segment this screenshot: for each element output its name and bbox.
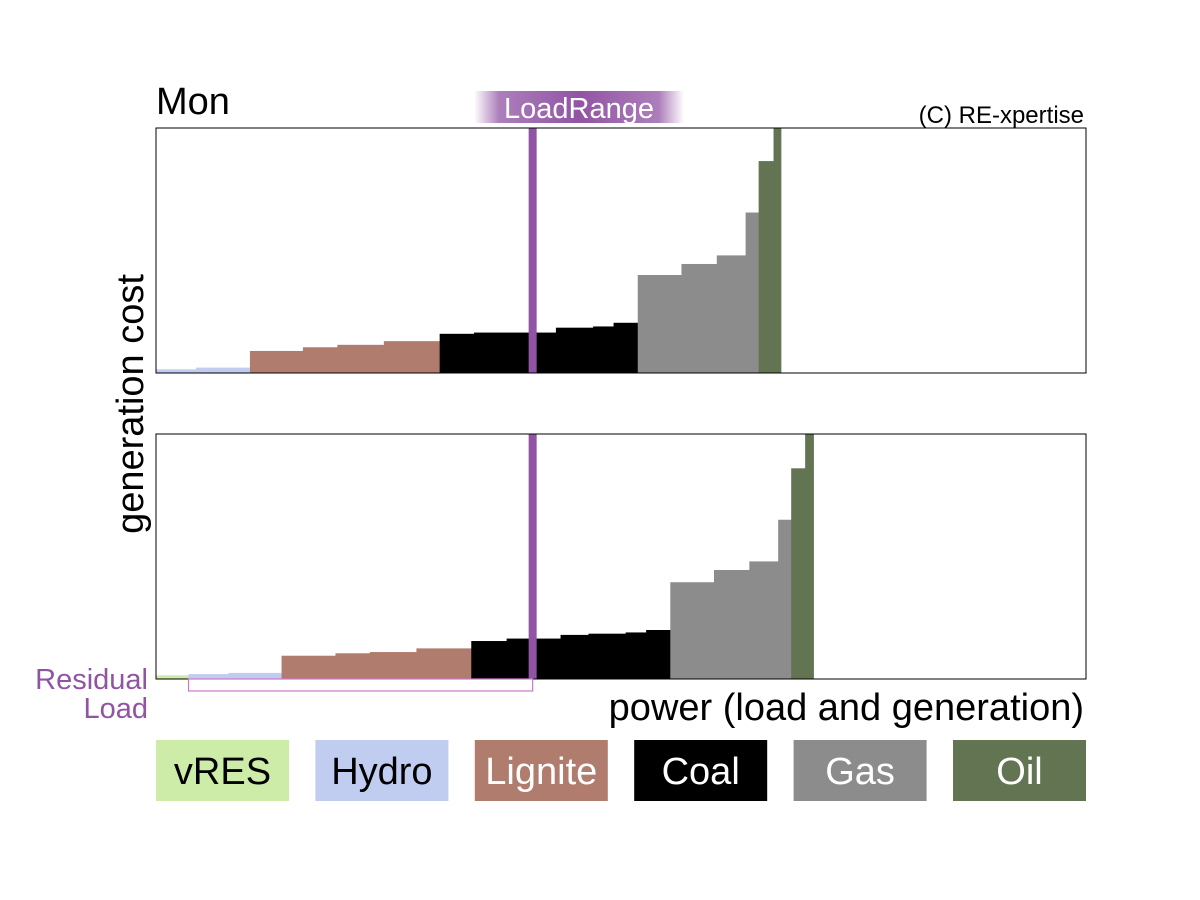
bottom-bar-vres-0 [156, 675, 189, 679]
bottom-bar-gas-15 [749, 561, 779, 679]
bottom-load-marker [528, 434, 537, 679]
top-bar-lignite-4 [337, 344, 385, 373]
legend-label-hydro: Hydro [331, 751, 432, 793]
top-bar-gas-14 [716, 255, 747, 373]
legend-swatch-oil [953, 740, 1086, 801]
copyright-text: (C) RE-xpertise [919, 102, 1084, 129]
legend-label-vres: vRES [174, 751, 271, 793]
bottom-bar-lignite-3 [281, 655, 336, 679]
top-bar-oil-17 [773, 128, 782, 373]
residual-load-range [187, 678, 534, 692]
residual-label-line2: Load [83, 693, 148, 725]
legend-label-coal: Coal [662, 751, 740, 793]
bottom-bar-coal-9 [560, 634, 589, 679]
bottom-bar-hydro-1 [188, 674, 229, 679]
top-merit-order-plot [155, 127, 1087, 374]
top-bar-hydro-0 [156, 369, 197, 373]
bottom-bar-hydro-2 [228, 672, 282, 679]
top-plot-frame [155, 127, 1087, 374]
top-bar-lignite-3 [302, 347, 338, 373]
bottom-bar-oil-18 [805, 434, 814, 679]
bottom-bar-lignite-5 [369, 652, 417, 679]
legend-label-lignite: Lignite [485, 751, 597, 793]
legend-swatch-hydro [315, 740, 449, 801]
bottom-bar-coal-11 [625, 632, 647, 679]
legend-swatch-lignite [474, 740, 608, 801]
residual-label-line1: Residual [35, 664, 148, 696]
top-bar-coal-11 [613, 322, 639, 373]
top-bar-coal-6 [439, 333, 475, 373]
top-bar-lignite-5 [383, 341, 441, 373]
legend-label-oil: Oil [996, 751, 1042, 793]
bottom-bar-coal-12 [646, 630, 671, 679]
bottom-bar-lignite-6 [416, 648, 472, 679]
top-bar-lignite-2 [249, 350, 304, 373]
bottom-merit-order-plot [155, 433, 1087, 680]
y-axis-label: generation cost [110, 274, 152, 534]
top-load-marker [528, 128, 537, 373]
top-bar-hydro-1 [195, 367, 251, 373]
bottom-bar-gas-16 [778, 519, 792, 679]
top-bar-gas-12 [637, 275, 682, 373]
bottom-bar-lignite-4 [335, 653, 371, 679]
bottom-bar-gas-13 [670, 582, 715, 679]
top-bar-oil-16 [758, 161, 774, 373]
top-bar-coal-9 [555, 327, 594, 373]
bottom-plot-frame [155, 433, 1087, 680]
bottom-bar-oil-17 [791, 468, 806, 679]
top-bars [156, 128, 782, 373]
top-bar-coal-10 [593, 326, 614, 373]
bottom-bars [156, 434, 814, 679]
day-label: Mon [156, 81, 230, 123]
top-bar-coal-7 [474, 332, 529, 373]
legend-label-gas: Gas [825, 751, 895, 793]
legend-swatch-coal [634, 740, 768, 801]
bottom-bar-gas-14 [714, 569, 750, 679]
bottom-bar-coal-10 [588, 633, 627, 679]
legend-swatch-vres [156, 740, 289, 801]
bottom-bar-coal-7 [471, 641, 508, 679]
legend-swatch-gas [793, 740, 927, 801]
top-bar-gas-15 [745, 212, 760, 373]
x-axis-label: power (load and generation) [609, 687, 1084, 729]
legend: vRES Hydro Lignite Coal Gas Oil [156, 740, 1086, 801]
load-range-badge [474, 91, 684, 123]
top-bar-gas-13 [681, 263, 718, 373]
load-range-label: LoadRange [504, 93, 654, 125]
